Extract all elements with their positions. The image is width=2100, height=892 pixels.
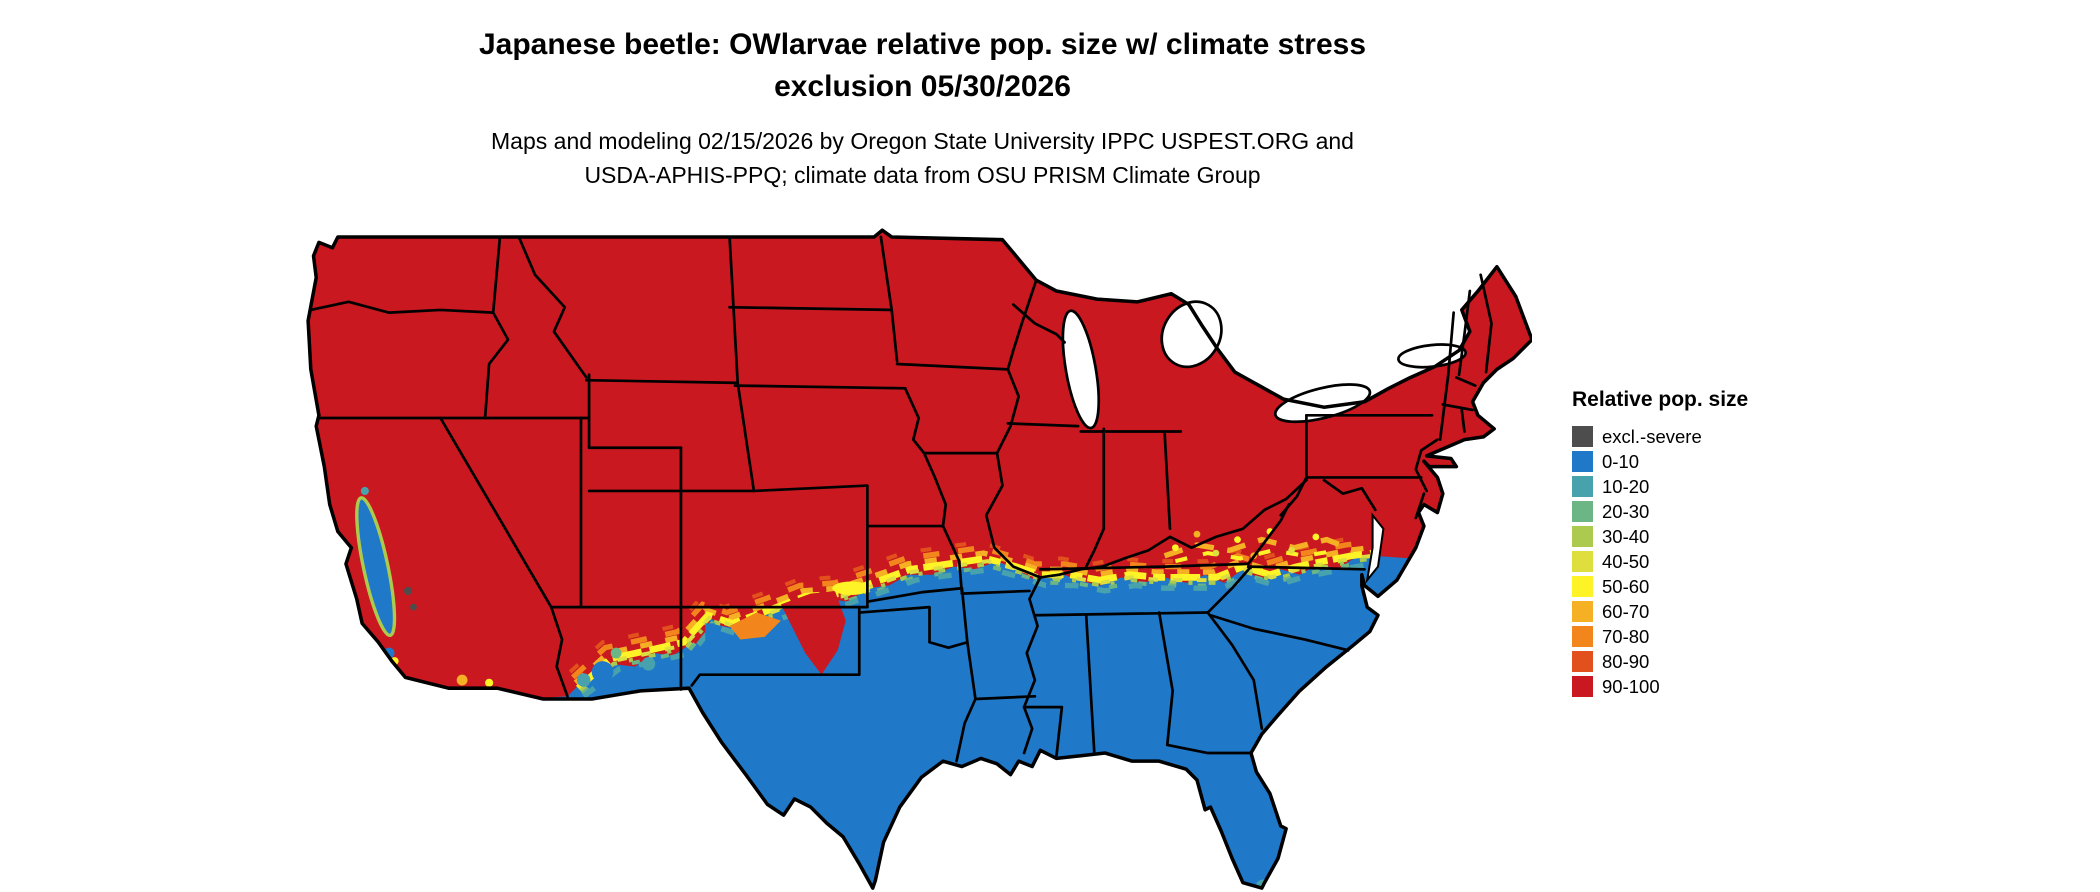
lake-erie — [1273, 383, 1372, 424]
title-line-1: Japanese beetle: OWlarvae relative pop. … — [478, 28, 1367, 61]
legend-swatch — [1572, 476, 1593, 497]
legend-item: 90-100 — [1572, 674, 1748, 699]
legend: Relative pop. size excl.-severe 0-10 10-20… — [1572, 388, 1748, 699]
legend-item: 20-30 — [1572, 499, 1748, 524]
legend-swatch — [1572, 601, 1593, 622]
speckle — [1193, 530, 1201, 538]
az-blue-patch — [591, 661, 614, 683]
speckle — [1288, 547, 1295, 554]
legend-item: 60-70 — [1572, 599, 1748, 624]
legend-item: 0-10 — [1572, 449, 1748, 474]
band-30-40 — [579, 556, 1373, 693]
severe-exclusion-patch — [404, 586, 413, 595]
page-subtitle: Maps and modeling 02/15/2026 by Oregon S… — [0, 124, 1845, 192]
orange-patch-west-texas — [729, 612, 781, 640]
legend-item: 70-80 — [1572, 624, 1748, 649]
legend-label: 80-90 — [1602, 651, 1650, 672]
state-borders — [309, 235, 1493, 763]
speckle — [360, 486, 369, 496]
red-tongue-texas — [780, 590, 846, 675]
speckle — [1234, 536, 1241, 543]
chesapeake-bay — [1365, 512, 1385, 584]
subtitle-line-1: Maps and modeling 02/15/2026 by Oregon S… — [491, 128, 1354, 154]
speckle — [1312, 533, 1320, 541]
legend-label: 10-20 — [1602, 476, 1650, 497]
page-title: Japanese beetle: OWlarvae relative pop. … — [0, 24, 1845, 108]
legend-label: 60-70 — [1602, 601, 1650, 622]
legend-label: 40-50 — [1602, 551, 1650, 572]
legend-swatch — [1572, 626, 1593, 647]
us-map — [300, 226, 1532, 891]
legend-swatch — [1572, 551, 1593, 572]
legend-item: 80-90 — [1572, 649, 1748, 674]
title-line-2: exclusion 05/30/2026 — [774, 70, 1071, 103]
speckle — [1171, 544, 1179, 552]
legend-items: excl.-severe 0-10 10-20 20-30 30-40 40-50 50-6… — [1572, 424, 1748, 699]
legend-label: 90-100 — [1602, 676, 1660, 697]
us-outline — [306, 228, 1532, 890]
az-green-patch — [610, 647, 622, 659]
severe-exclusion-patch — [410, 603, 417, 611]
legend-swatch — [1572, 526, 1593, 547]
legend-swatch — [1572, 651, 1593, 672]
legend-label: 20-30 — [1602, 501, 1650, 522]
legend-item: 10-20 — [1572, 474, 1748, 499]
legend-label: 50-60 — [1602, 576, 1650, 597]
legend-swatch — [1572, 676, 1593, 697]
legend-item: 30-40 — [1572, 524, 1748, 549]
legend-swatch — [1572, 576, 1593, 597]
yellow-patch-red-river — [832, 581, 871, 595]
lake-michigan — [1061, 309, 1101, 430]
az-teal-patch — [576, 673, 591, 687]
speckle — [456, 674, 468, 686]
az-teal-patch — [641, 657, 656, 671]
legend-item: 50-60 — [1572, 574, 1748, 599]
az-blue-patch — [621, 669, 638, 686]
legend-swatch — [1572, 426, 1593, 447]
ca-central-valley — [355, 496, 397, 638]
legend-item: 40-50 — [1572, 549, 1748, 574]
rio-grande-valley-streak — [705, 623, 715, 694]
legend-swatch — [1572, 501, 1593, 522]
band-10-20 — [582, 561, 1374, 699]
legend-swatch — [1572, 451, 1593, 472]
subtitle-line-2: USDA-APHIS-PPQ; climate data from OSU PR… — [584, 162, 1261, 188]
legend-item: excl.-severe — [1572, 424, 1748, 449]
legend-label: 30-40 — [1602, 526, 1650, 547]
legend-label: 70-80 — [1602, 626, 1650, 647]
legend-label: excl.-severe — [1602, 426, 1702, 447]
legend-label: 0-10 — [1602, 451, 1640, 472]
legend-title: Relative pop. size — [1572, 388, 1749, 411]
map-fill-layer — [308, 230, 1532, 889]
speckle — [1212, 549, 1220, 557]
us-map-svg — [306, 228, 1532, 890]
speckle — [485, 678, 494, 687]
